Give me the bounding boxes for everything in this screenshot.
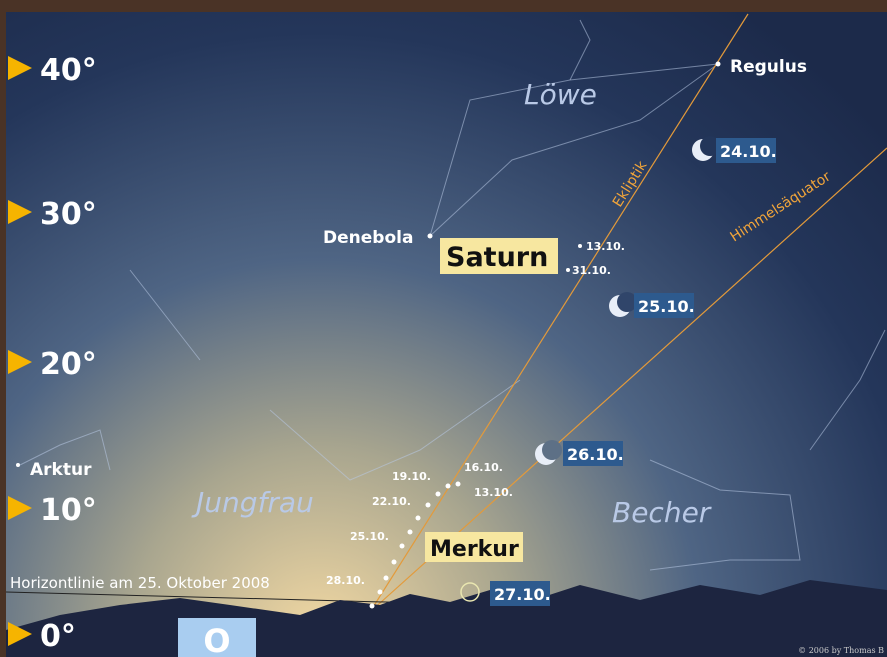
date-label: 25.10.	[350, 530, 389, 543]
altitude-label: 0°	[40, 619, 76, 654]
constellation-label: Löwe	[524, 78, 597, 111]
date-label: 16.10.	[464, 461, 503, 474]
sky-map: 40° 30° 20° 10° 0° Regulus Denebola Arkt…	[0, 0, 887, 657]
moon-date: 25.10.	[638, 297, 695, 316]
date-label: 13.10.	[586, 240, 625, 253]
altitude-label: 20°	[40, 347, 97, 382]
altitude-label: 40°	[40, 53, 97, 88]
date-label: 19.10.	[392, 470, 431, 483]
planet-label: Merkur	[430, 537, 519, 562]
horizon-label: Horizontlinie am 25. Oktober 2008	[10, 574, 270, 592]
star-label: Denebola	[323, 228, 413, 248]
moon-date: 27.10.	[494, 585, 551, 604]
star-label: Arktur	[30, 460, 92, 480]
star-label: Regulus	[730, 57, 807, 77]
date-label: 22.10.	[372, 495, 411, 508]
moon-date: 24.10.	[720, 142, 777, 161]
planet-label: Saturn	[446, 242, 548, 273]
altitude-label: 10°	[40, 493, 97, 528]
direction-label: O	[203, 622, 230, 657]
constellation-label: Jungfrau	[191, 486, 314, 519]
date-label: 31.10.	[572, 264, 611, 277]
date-label: 13.10.	[474, 486, 513, 499]
constellation-label: Becher	[612, 496, 712, 529]
altitude-label: 30°	[40, 197, 97, 232]
date-label: 28.10.	[326, 574, 365, 587]
copyright: © 2006 by Thomas B	[798, 646, 884, 655]
moon-date: 26.10.	[567, 445, 624, 464]
